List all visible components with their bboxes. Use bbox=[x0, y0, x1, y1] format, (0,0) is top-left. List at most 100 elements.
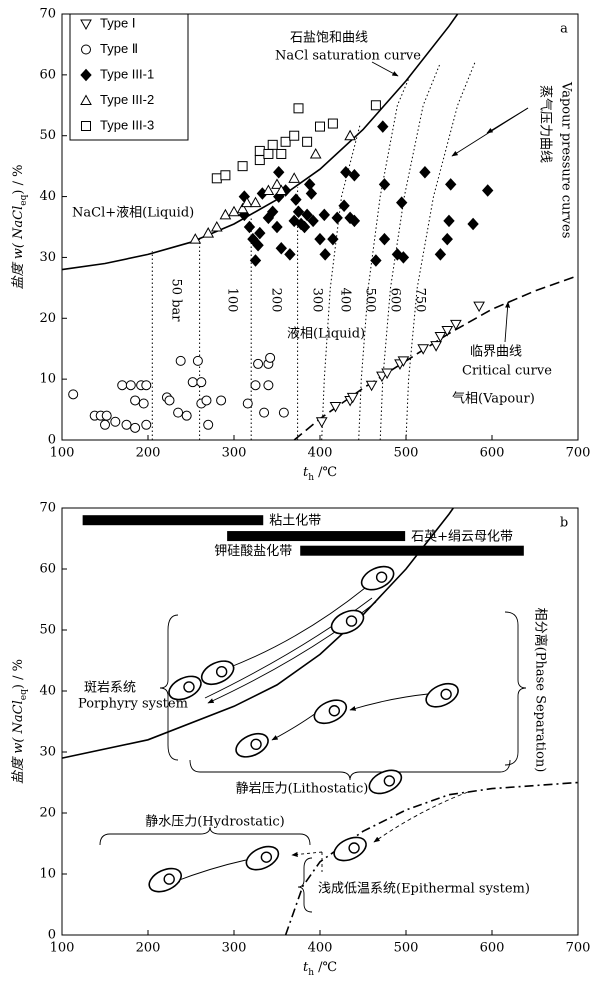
vapour-bubble bbox=[164, 874, 174, 884]
vapour-bubble bbox=[329, 706, 339, 716]
y-tick-label: 40 bbox=[39, 684, 56, 699]
alteration-label: 粘土化带 bbox=[269, 514, 321, 529]
point bbox=[142, 420, 151, 429]
point bbox=[118, 381, 127, 390]
y-tick-label: 30 bbox=[39, 250, 56, 265]
annotation: 液相(Liquid) bbox=[287, 327, 365, 342]
point bbox=[176, 356, 185, 365]
annotation: 相分离(Phase Separation) bbox=[533, 608, 549, 773]
alteration-bar bbox=[300, 546, 524, 556]
legend-label: Type III-3 bbox=[100, 117, 154, 132]
point bbox=[290, 131, 299, 140]
x-tick-label: 400 bbox=[308, 941, 333, 956]
point bbox=[101, 420, 110, 429]
annotation: 静水压力(Hydrostatic) bbox=[145, 815, 285, 830]
annotation: 浅成低温系统(Epithermal system) bbox=[318, 882, 530, 897]
point bbox=[204, 420, 213, 429]
x-tick-label: 700 bbox=[566, 941, 591, 956]
ylabel-text: 盐度 w( NaCl bbox=[11, 206, 26, 290]
point bbox=[69, 390, 78, 399]
x-tick-label: 500 bbox=[394, 446, 419, 461]
alteration-label: 石英+绢云母化带 bbox=[411, 529, 513, 545]
y-tick-label: 40 bbox=[39, 189, 56, 204]
point bbox=[238, 162, 247, 171]
point bbox=[126, 381, 135, 390]
y-tick-label: 70 bbox=[39, 7, 56, 22]
x-tick-label: 500 bbox=[394, 941, 419, 956]
point bbox=[260, 408, 269, 417]
isobar-label: 400 bbox=[338, 288, 353, 313]
point bbox=[303, 137, 312, 146]
vapour-bubble bbox=[184, 682, 194, 692]
annotation: Vapour pressure curves bbox=[559, 81, 574, 238]
vapour-bubble bbox=[251, 739, 261, 749]
ylabel-sub: eq bbox=[19, 194, 29, 205]
point bbox=[268, 140, 277, 149]
point bbox=[279, 408, 288, 417]
panel-label: a bbox=[560, 22, 568, 37]
annotation: 气相(Vapour) bbox=[452, 391, 535, 407]
x-tick-label: 300 bbox=[222, 446, 247, 461]
vapour-bubble bbox=[377, 572, 387, 582]
curve-label: 石盐饱和曲线 bbox=[290, 31, 368, 46]
point bbox=[131, 396, 140, 405]
vapour-bubble bbox=[441, 689, 451, 699]
point bbox=[277, 149, 286, 158]
y-tick-label: 10 bbox=[39, 867, 56, 882]
point bbox=[212, 174, 221, 183]
x-tick-label: 400 bbox=[308, 446, 333, 461]
alteration-bar bbox=[227, 531, 405, 541]
isobar-label: 600 bbox=[388, 288, 403, 313]
point bbox=[131, 423, 140, 432]
annotation: 斑岩系统 bbox=[84, 681, 136, 696]
x-tick-label: 300 bbox=[222, 941, 247, 956]
point bbox=[202, 396, 211, 405]
point bbox=[254, 359, 263, 368]
x-tick-label: 600 bbox=[480, 446, 505, 461]
point bbox=[328, 119, 337, 128]
point bbox=[182, 411, 191, 420]
point bbox=[294, 104, 303, 113]
x-tick-label: 100 bbox=[50, 941, 75, 956]
ylabel-unit: ) / % bbox=[11, 659, 26, 689]
curve-label-en: NaCl saturation curve bbox=[275, 49, 421, 64]
point bbox=[251, 381, 260, 390]
y-tick-label: 70 bbox=[39, 501, 56, 516]
vapour-bubble bbox=[347, 616, 357, 626]
point bbox=[371, 101, 380, 110]
point bbox=[255, 156, 264, 165]
ylabel-unit: ) / % bbox=[11, 165, 26, 195]
vapour-bubble bbox=[261, 852, 271, 862]
y-tick-label: 20 bbox=[39, 806, 56, 821]
y-tick-label: 50 bbox=[39, 623, 56, 638]
point bbox=[174, 408, 183, 417]
xlabel-unit: /℃ bbox=[314, 960, 337, 975]
isobar-label: 500 bbox=[363, 288, 378, 313]
x-tick-label: 200 bbox=[136, 446, 161, 461]
y-tick-label: 10 bbox=[39, 372, 56, 387]
alteration-label: 钾硅酸盐化带 bbox=[214, 544, 292, 559]
point bbox=[221, 171, 230, 180]
annotation: NaCl+液相(Liquid) bbox=[72, 206, 194, 221]
ylabel-sub: eq bbox=[19, 689, 29, 700]
point bbox=[111, 417, 120, 426]
isobar-label: 300 bbox=[310, 288, 325, 313]
x-tick-label: 700 bbox=[566, 446, 591, 461]
point bbox=[217, 396, 226, 405]
figure: 100200300400500600700010203040506070ath … bbox=[0, 0, 595, 986]
legend-label: Type III-2 bbox=[100, 92, 154, 107]
annotation: 蒸气压力曲线 bbox=[538, 85, 554, 163]
xlabel-unit: /℃ bbox=[314, 465, 337, 480]
x-tick-label: 600 bbox=[480, 941, 505, 956]
annotation: 静岩压力(Lithostatic) bbox=[236, 782, 369, 797]
point bbox=[264, 381, 273, 390]
y-tick-label: 50 bbox=[39, 128, 56, 143]
point bbox=[142, 381, 151, 390]
y-tick-label: 0 bbox=[48, 433, 56, 448]
legend-marker bbox=[82, 45, 91, 54]
legend-label: Type Ⅰ bbox=[100, 15, 136, 30]
background bbox=[0, 0, 595, 986]
point bbox=[102, 411, 111, 420]
y-tick-label: 20 bbox=[39, 311, 56, 326]
point bbox=[122, 420, 131, 429]
